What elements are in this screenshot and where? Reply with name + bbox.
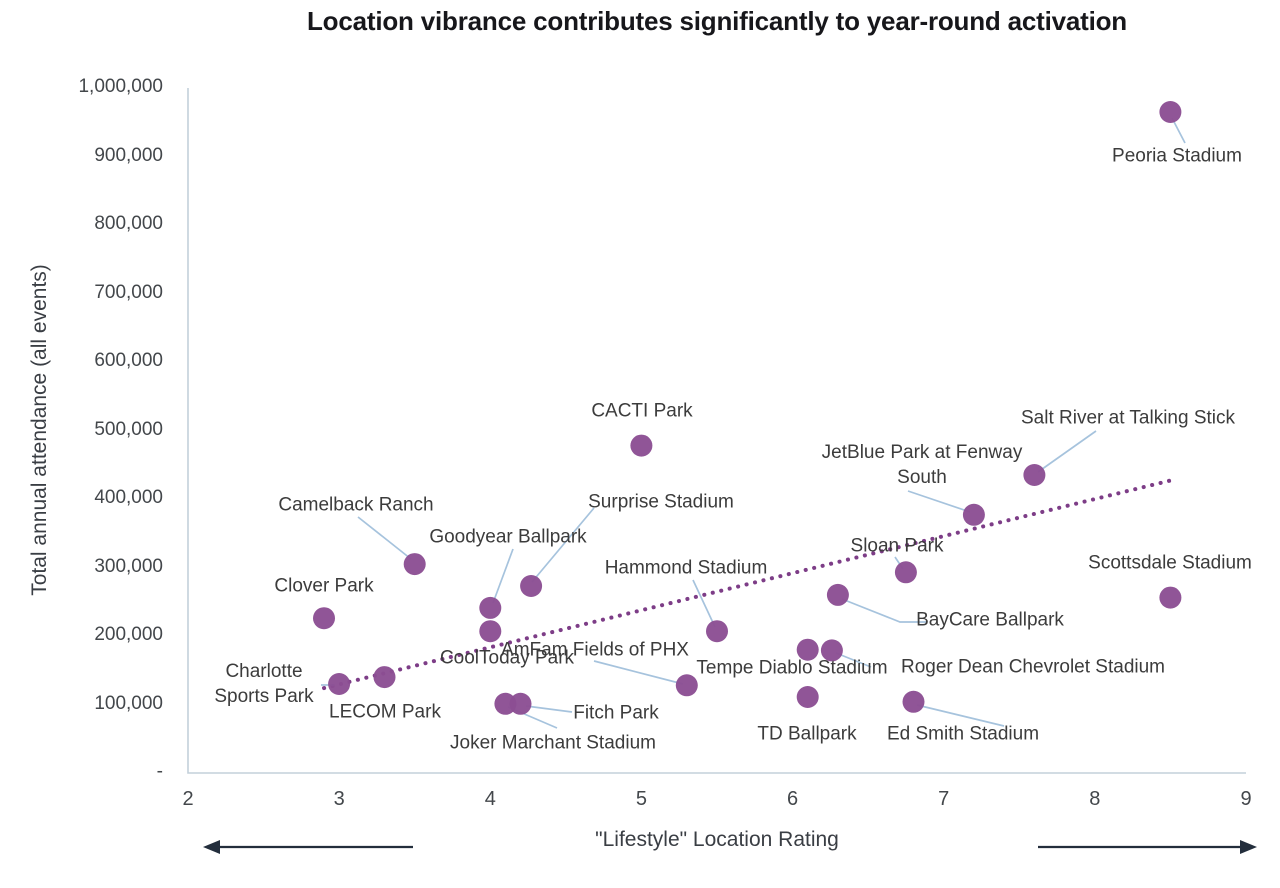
point-dot-cooltoday-park [479,620,502,643]
x-axis-left-arrow [203,840,413,854]
point-label-tempe-diablo-stadium: Tempe Diablo Stadium [696,657,888,679]
leader-line-hammond-stadium [692,579,716,628]
y-tick-label-900-000: 900,000 [94,144,163,166]
leader-line-amfam-fields-of-phx [593,660,684,685]
point-label-td-ballpark: TD Ballpark [757,723,857,745]
leader-line-surprise-stadium [531,507,595,583]
x-tick-label-7: 7 [938,788,950,810]
point-label-goodyear-ballpark: Goodyear Ballpark [429,526,587,548]
point-dot-joker-marchant-stadium [494,692,517,715]
y-tick-label-: - [156,761,163,782]
point-dot-amfam-fields-of-phx [675,674,698,697]
leader-line-fitch-park [525,705,573,713]
point-label-charlotte-sports-park: Charlotte Sports Park [214,661,314,707]
y-tick-label-800-000: 800,000 [94,213,163,234]
point-label-baycare-ballpark: BayCare Ballpark [916,609,1064,631]
point-label-peoria-stadium: Peoria Stadium [1112,145,1242,167]
x-tick-label-8: 8 [1089,788,1101,810]
x-tick-label-5: 5 [635,788,647,810]
point-label-surprise-stadium: Surprise Stadium [588,491,734,513]
point-label-sloan-park: Sloan Park [850,535,944,557]
point-label-lecom-park: LECOM Park [329,701,441,723]
point-dot-ed-smith-stadium [902,690,925,713]
point-dot-camelback-ranch [403,553,426,576]
point-label-camelback-ranch: Camelback Ranch [278,494,434,516]
point-label-jetblue-park-at-fenway-south: JetBlue Park at Fenway South [821,442,1023,488]
point-dot-roger-dean-chevrolet-stadium [820,639,843,662]
x-tick-label-9: 9 [1240,788,1252,810]
x-tick-label-6: 6 [787,788,799,810]
y-tick-label-400-000: 400,000 [94,487,163,508]
point-dot-fitch-park [509,692,532,715]
point-dot-td-ballpark [796,686,819,708]
y-tick-label-500-000: 500,000 [94,418,163,440]
y-tick-label-600-000: 600,000 [94,350,163,371]
leader-line-goodyear-ballpark [492,548,514,604]
point-dot-cacti-park [630,434,653,457]
point-label-hammond-stadium: Hammond Stadium [604,557,768,579]
point-label-amfam-fields-of-phx: AmFam Fields of PHX [501,639,689,661]
point-label-cacti-park: CACTI Park [591,400,693,422]
point-dot-clover-park [313,607,335,630]
x-tick-label-4: 4 [484,788,496,810]
point-dot-charlotte-sports-park [328,673,351,695]
point-dot-jetblue-park-at-fenway-south [962,503,985,526]
point-dot-goodyear-ballpark [479,596,502,619]
point-label-scottsdale-stadium: Scottsdale Stadium [1088,552,1252,574]
point-label-salt-river-at-talking-stick: Salt River at Talking Stick [1020,407,1236,429]
leader-line-ed-smith-stadium [916,704,1005,727]
point-dot-salt-river-at-talking-stick [1023,464,1046,486]
y-tick-label-200-000: 200,000 [94,624,163,645]
y-tick-label-300-000: 300,000 [94,555,163,577]
point-dot-hammond-stadium [706,620,728,643]
point-dot-baycare-ballpark [826,583,849,606]
y-tick-label-100-000: 100,000 [94,692,163,714]
point-dot-scottsdale-stadium [1159,586,1182,609]
y-tick-label-700-000: 700,000 [94,281,163,303]
point-label-roger-dean-chevrolet-stadium: Roger Dean Chevrolet Stadium [900,656,1166,678]
x-axis-title: "Lifestyle" Location Rating [595,828,839,851]
y-tick-label-1-000-000: 1,000,000 [78,76,163,97]
leader-line-salt-river-at-talking-stick [1037,430,1097,473]
leader-line-camelback-ranch [357,516,412,560]
point-dot-surprise-stadium [520,575,543,597]
point-dot-tempe-diablo-stadium [796,638,819,661]
point-dot-lecom-park [373,666,396,689]
point-label-joker-marchant-stadium: Joker Marchant Stadium [450,732,656,754]
point-label-cooltoday-park: CoolToday Park [439,647,575,669]
leader-line-jetblue-park-at-fenway-south [907,490,971,513]
leader-line-roger-dean-chevrolet-stadium [835,652,872,668]
x-tick-label-2: 2 [182,788,194,810]
point-dot-sloan-park [894,561,917,584]
point-label-clover-park: Clover Park [274,575,374,597]
trendline [322,478,1173,691]
x-tick-label-3: 3 [333,788,345,810]
point-dot-peoria-stadium [1159,101,1182,123]
point-label-ed-smith-stadium: Ed Smith Stadium [886,723,1040,745]
point-label-fitch-park: Fitch Park [573,702,659,724]
axis-frame [187,88,1246,774]
leader-line-baycare-ballpark [841,598,926,623]
x-axis-right-arrow [1038,840,1257,854]
chart-title: Location vibrance contributes significan… [307,6,1127,36]
